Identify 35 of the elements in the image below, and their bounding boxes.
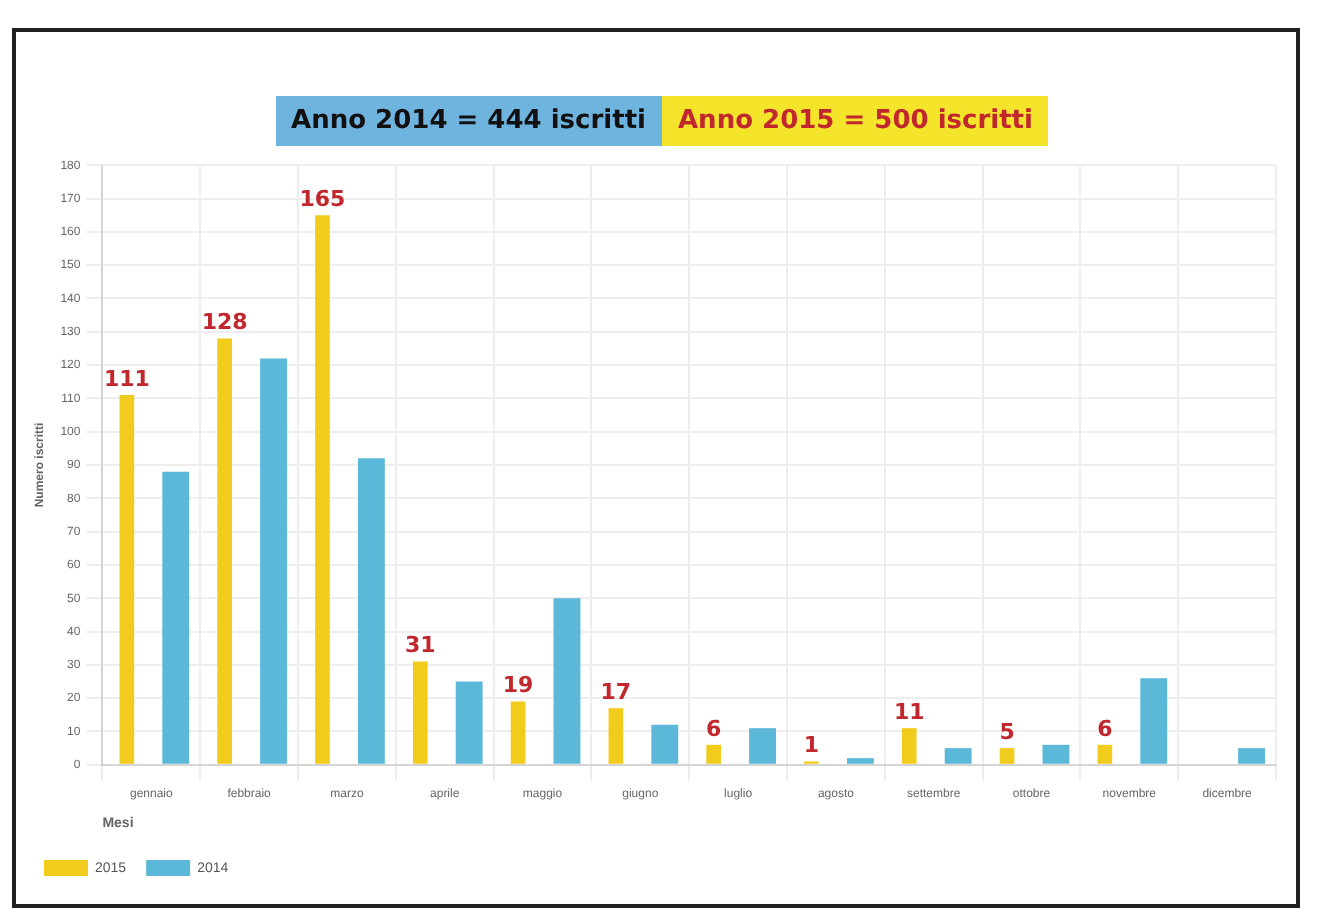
bar	[1097, 744, 1113, 764]
data-label: 11	[893, 698, 925, 725]
chart-title: Anno 2014 = 444 iscritti	[275, 96, 662, 146]
data-label: 19	[502, 672, 534, 699]
data-label: 165	[299, 185, 346, 212]
bar	[217, 338, 232, 764]
bar	[1042, 744, 1070, 764]
bar	[412, 661, 428, 764]
bar	[901, 728, 917, 764]
bar	[315, 215, 330, 764]
data-label: 31	[404, 632, 436, 659]
data-label: 1	[803, 732, 820, 759]
bar	[119, 395, 135, 764]
bar	[510, 701, 526, 764]
data-label: 17	[600, 678, 632, 705]
bar	[608, 708, 624, 764]
bar	[1140, 678, 1168, 764]
data-label: 128	[201, 309, 248, 336]
data-label: 5	[999, 718, 1015, 745]
bar	[706, 744, 721, 764]
bar	[357, 458, 385, 764]
bar	[260, 358, 288, 764]
bar	[846, 758, 874, 764]
data-label: 6	[706, 715, 722, 742]
bar	[455, 681, 483, 764]
data-label: 111	[103, 365, 150, 392]
chart-subtitle: Anno 2015 = 500 iscritti	[662, 96, 1049, 146]
bar	[651, 724, 679, 764]
bar	[553, 598, 581, 764]
bar	[749, 728, 777, 764]
bar	[1238, 748, 1265, 764]
bar	[944, 748, 972, 764]
bar	[162, 471, 190, 764]
data-label: 6	[1097, 715, 1114, 742]
bar	[999, 748, 1015, 764]
